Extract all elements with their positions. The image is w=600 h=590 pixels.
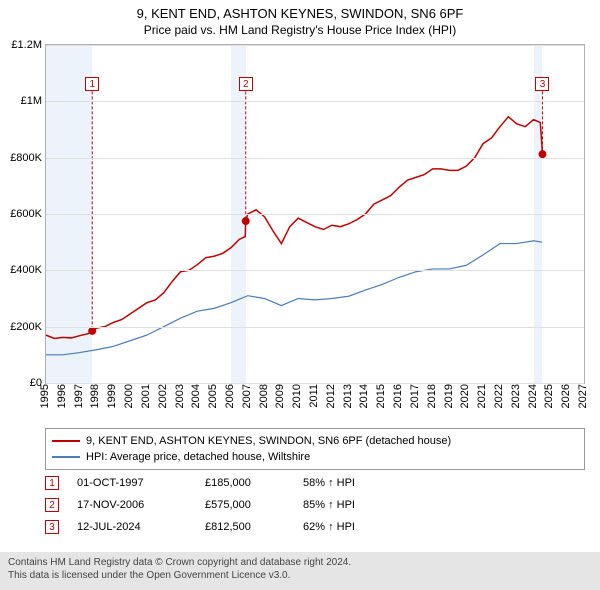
x-tick-label: 2014 [358, 384, 370, 408]
x-tick-label: 2006 [224, 384, 236, 408]
sale-price: £812,500 [205, 521, 285, 533]
x-tick-label: 2025 [543, 384, 555, 408]
sale-pct: 62% ↑ HPI [303, 521, 355, 533]
x-tick-label: 2017 [409, 384, 421, 408]
sale-marker-icon: 1 [85, 77, 99, 91]
x-tick-label: 2027 [577, 384, 589, 408]
title-address: 9, KENT END, ASHTON KEYNES, SWINDON, SN6… [0, 6, 600, 21]
legend-label: 9, KENT END, ASHTON KEYNES, SWINDON, SN6… [86, 433, 451, 449]
x-tick-label: 2009 [274, 384, 286, 408]
legend-item: 9, KENT END, ASHTON KEYNES, SWINDON, SN6… [52, 433, 578, 449]
x-tick-label: 2026 [560, 384, 572, 408]
x-tick-label: 1995 [39, 384, 51, 408]
x-axis-ticks: 1995199619971998199920002001200220032004… [45, 384, 585, 434]
title-block: 9, KENT END, ASHTON KEYNES, SWINDON, SN6… [0, 0, 600, 37]
sale-date: 01-OCT-1997 [77, 477, 187, 489]
x-tick-label: 2007 [241, 384, 253, 408]
title-subtitle: Price paid vs. HM Land Registry's House … [0, 23, 600, 37]
sale-row: 3 12-JUL-2024 £812,500 62% ↑ HPI [45, 516, 585, 538]
y-tick-label: £400K [10, 264, 46, 276]
legend-label: HPI: Average price, detached house, Wilt… [86, 449, 310, 465]
x-tick-label: 2021 [476, 384, 488, 408]
x-tick-label: 2019 [443, 384, 455, 408]
sale-date: 12-JUL-2024 [77, 521, 187, 533]
sale-date: 17-NOV-2006 [77, 499, 187, 511]
x-tick-label: 2002 [157, 384, 169, 408]
x-tick-label: 2010 [291, 384, 303, 408]
x-tick-label: 2024 [527, 384, 539, 408]
sale-row: 1 01-OCT-1997 £185,000 58% ↑ HPI [45, 472, 585, 494]
y-tick-label: £200K [10, 321, 46, 333]
x-tick-label: 2000 [123, 384, 135, 408]
x-tick-label: 2012 [325, 384, 337, 408]
y-tick-label: £800K [10, 152, 46, 164]
sale-price: £185,000 [205, 477, 285, 489]
sale-marker-icon: 3 [535, 77, 549, 91]
sale-row: 2 17-NOV-2006 £575,000 85% ↑ HPI [45, 494, 585, 516]
x-tick-label: 2020 [459, 384, 471, 408]
x-tick-label: 1997 [73, 384, 85, 408]
x-tick-label: 2018 [426, 384, 438, 408]
sale-pct: 85% ↑ HPI [303, 499, 355, 511]
x-tick-label: 2005 [207, 384, 219, 408]
footer-line1: Contains HM Land Registry data © Crown c… [8, 556, 592, 569]
x-tick-label: 2004 [190, 384, 202, 408]
legend-item: HPI: Average price, detached house, Wilt… [52, 449, 578, 465]
x-tick-label: 2003 [174, 384, 186, 408]
sale-marker-icon: 1 [45, 476, 59, 490]
x-tick-label: 1999 [106, 384, 118, 408]
x-tick-label: 2001 [140, 384, 152, 408]
y-tick-label: £600K [10, 208, 46, 220]
legend-swatch [52, 440, 80, 442]
y-tick-label: £1M [21, 95, 46, 107]
x-tick-label: 2008 [258, 384, 270, 408]
y-tick-label: £1.2M [11, 39, 46, 51]
x-tick-label: 2022 [493, 384, 505, 408]
legend-box: 9, KENT END, ASHTON KEYNES, SWINDON, SN6… [45, 428, 585, 470]
x-tick-label: 2015 [375, 384, 387, 408]
sale-marker-icon: 3 [45, 520, 59, 534]
legend-swatch [52, 456, 80, 458]
sale-pct: 58% ↑ HPI [303, 477, 355, 489]
footer-line2: This data is licensed under the Open Gov… [8, 569, 592, 582]
sale-marker-icon: 2 [239, 77, 253, 91]
sale-marker-icon: 2 [45, 498, 59, 512]
footer-attribution: Contains HM Land Registry data © Crown c… [0, 552, 600, 590]
x-tick-label: 2013 [342, 384, 354, 408]
x-tick-label: 2011 [308, 384, 320, 408]
x-tick-label: 2023 [510, 384, 522, 408]
x-tick-label: 1996 [56, 384, 68, 408]
sale-price: £575,000 [205, 499, 285, 511]
chart-plot-area: £0£200K£400K£600K£800K£1M£1.2M123 [45, 44, 585, 384]
x-tick-label: 2016 [392, 384, 404, 408]
sales-history: 1 01-OCT-1997 £185,000 58% ↑ HPI 2 17-NO… [45, 472, 585, 538]
chart-container: 9, KENT END, ASHTON KEYNES, SWINDON, SN6… [0, 0, 600, 590]
x-tick-label: 1998 [89, 384, 101, 408]
